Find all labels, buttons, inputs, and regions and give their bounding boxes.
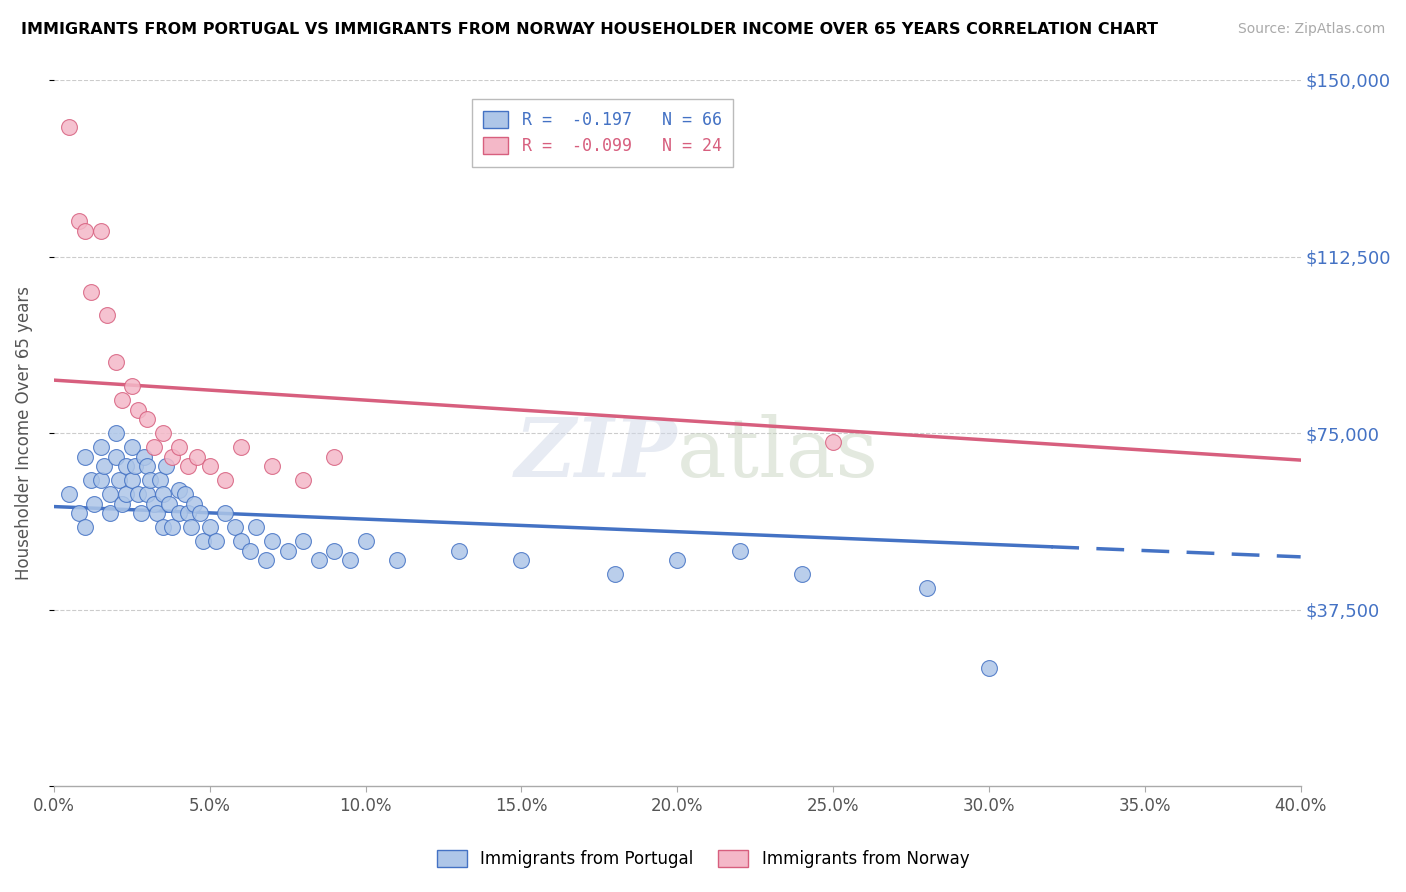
Y-axis label: Householder Income Over 65 years: Householder Income Over 65 years	[15, 286, 32, 580]
Point	[385, 553, 408, 567]
Point	[193, 534, 215, 549]
Legend: Immigrants from Portugal, Immigrants from Norway: Immigrants from Portugal, Immigrants fro…	[430, 843, 976, 875]
Point	[114, 458, 136, 473]
Point	[186, 450, 208, 464]
Point	[245, 520, 267, 534]
Point	[229, 534, 252, 549]
Point	[167, 440, 190, 454]
Legend: R =  -0.197   N = 66, R =  -0.099   N = 24: R = -0.197 N = 66, R = -0.099 N = 24	[471, 99, 734, 167]
Point	[67, 214, 90, 228]
Point	[339, 553, 361, 567]
Point	[254, 553, 277, 567]
Text: ZIP: ZIP	[515, 414, 678, 494]
Point	[149, 473, 172, 487]
Point	[157, 497, 180, 511]
Point	[80, 285, 103, 299]
Point	[155, 458, 177, 473]
Point	[93, 458, 115, 473]
Point	[127, 402, 149, 417]
Point	[915, 582, 938, 596]
Point	[80, 473, 103, 487]
Text: atlas: atlas	[678, 414, 879, 494]
Point	[205, 534, 228, 549]
Point	[323, 543, 346, 558]
Point	[98, 487, 121, 501]
Point	[73, 450, 96, 464]
Point	[90, 224, 112, 238]
Point	[142, 440, 165, 454]
Point	[105, 450, 128, 464]
Point	[666, 553, 689, 567]
Point	[105, 425, 128, 440]
Point	[73, 520, 96, 534]
Point	[603, 567, 626, 582]
Point	[152, 520, 174, 534]
Point	[152, 425, 174, 440]
Point	[167, 506, 190, 520]
Point	[180, 520, 202, 534]
Point	[977, 661, 1000, 675]
Point	[121, 379, 143, 393]
Point	[83, 497, 105, 511]
Point	[136, 487, 159, 501]
Point	[173, 487, 195, 501]
Point	[134, 450, 156, 464]
Point	[167, 483, 190, 497]
Point	[58, 120, 80, 134]
Point	[67, 506, 90, 520]
Point	[239, 543, 262, 558]
Point	[121, 440, 143, 454]
Point	[105, 355, 128, 369]
Text: IMMIGRANTS FROM PORTUGAL VS IMMIGRANTS FROM NORWAY HOUSEHOLDER INCOME OVER 65 YE: IMMIGRANTS FROM PORTUGAL VS IMMIGRANTS F…	[21, 22, 1159, 37]
Point	[139, 473, 162, 487]
Point	[188, 506, 211, 520]
Point	[308, 553, 330, 567]
Point	[214, 506, 236, 520]
Point	[127, 487, 149, 501]
Point	[90, 440, 112, 454]
Point	[58, 487, 80, 501]
Text: Source: ZipAtlas.com: Source: ZipAtlas.com	[1237, 22, 1385, 37]
Point	[98, 506, 121, 520]
Point	[292, 534, 315, 549]
Point	[198, 458, 221, 473]
Point	[114, 487, 136, 501]
Point	[177, 506, 200, 520]
Point	[183, 497, 205, 511]
Point	[162, 520, 184, 534]
Point	[510, 553, 533, 567]
Point	[124, 458, 146, 473]
Point	[129, 506, 152, 520]
Point	[354, 534, 377, 549]
Point	[73, 224, 96, 238]
Point	[728, 543, 751, 558]
Point	[790, 567, 813, 582]
Point	[136, 458, 159, 473]
Point	[111, 393, 134, 408]
Point	[111, 497, 134, 511]
Point	[323, 450, 346, 464]
Point	[152, 487, 174, 501]
Point	[96, 309, 118, 323]
Point	[447, 543, 470, 558]
Point	[198, 520, 221, 534]
Point	[177, 458, 200, 473]
Point	[260, 458, 283, 473]
Point	[162, 450, 184, 464]
Point	[229, 440, 252, 454]
Point	[277, 543, 299, 558]
Point	[823, 435, 845, 450]
Point	[136, 412, 159, 426]
Point	[142, 497, 165, 511]
Point	[224, 520, 246, 534]
Point	[108, 473, 131, 487]
Point	[145, 506, 167, 520]
Point	[214, 473, 236, 487]
Point	[90, 473, 112, 487]
Point	[260, 534, 283, 549]
Point	[292, 473, 315, 487]
Point	[121, 473, 143, 487]
